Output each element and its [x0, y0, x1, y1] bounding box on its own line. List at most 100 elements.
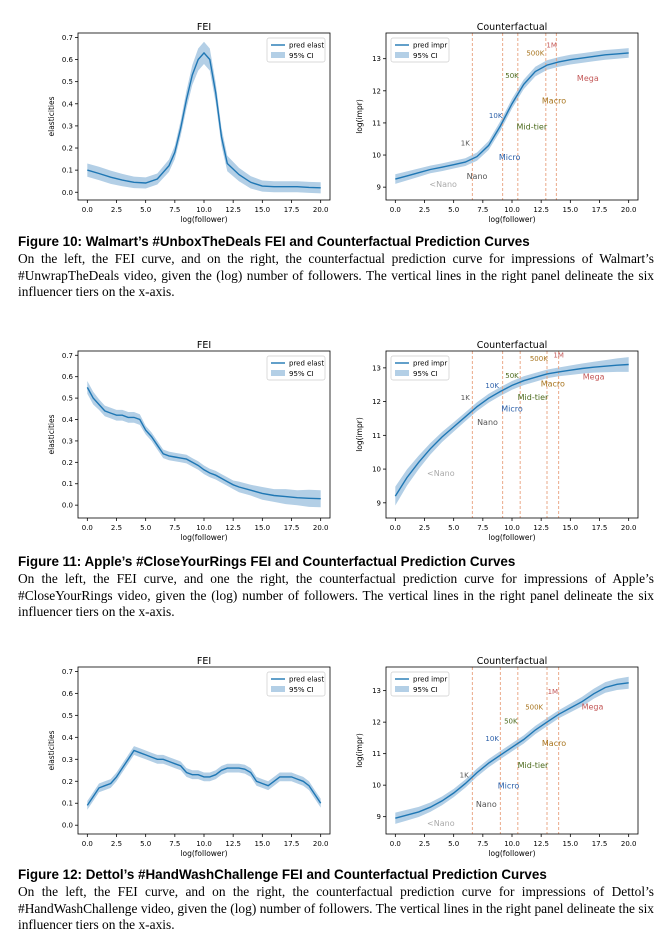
tier-marker-label: 10K	[489, 112, 503, 120]
x-tick-label: 20.0	[621, 206, 637, 214]
x-tick-label: 5.0	[140, 840, 151, 848]
x-tick-label: 7.5	[169, 840, 180, 848]
tier-marker-label: 50K	[504, 718, 518, 726]
ci-band	[87, 746, 321, 810]
x-tick-label: 2.5	[111, 524, 122, 532]
tier-label: Macro	[541, 379, 565, 388]
tier-marker-label: 50K	[505, 372, 519, 380]
tier-label: Micro	[501, 405, 523, 414]
x-tick-label: 7.5	[477, 524, 488, 532]
y-axis-label: elasticities	[47, 96, 56, 136]
y-tick-label: 11	[372, 432, 381, 440]
figure-caption-body: On the left, the FEI curve, and on the r…	[18, 884, 654, 932]
legend-band-label: 95% CI	[289, 370, 314, 378]
tier-marker-label: 50K	[505, 72, 519, 80]
x-tick-label: 0.0	[390, 840, 401, 848]
tier-label: Mega	[583, 373, 605, 382]
legend-line-label: pred impr	[413, 360, 447, 368]
tier-label: Nano	[467, 172, 488, 181]
y-axis-label: elasticities	[47, 730, 56, 770]
tier-marker-label: 500K	[530, 355, 548, 363]
prediction-line	[87, 51, 321, 189]
x-tick-label: 12.5	[533, 206, 549, 214]
x-tick-label: 17.5	[592, 840, 608, 848]
tier-label: Mid-tier	[516, 122, 547, 131]
x-tick-label: 0.0	[390, 524, 401, 532]
chart-title: FEI	[197, 340, 211, 351]
tier-marker-label: 500K	[526, 49, 544, 57]
x-tick-label: 2.5	[111, 840, 122, 848]
prediction-line	[394, 363, 629, 497]
ci-band	[87, 41, 321, 194]
x-axis-label: log(follower)	[180, 533, 227, 542]
x-tick-label: 0.0	[82, 840, 93, 848]
y-tick-label: 10	[372, 152, 381, 160]
x-tick-label: 2.5	[419, 524, 430, 532]
y-axis-label: elasticities	[47, 414, 56, 454]
x-tick-label: 12.5	[533, 840, 549, 848]
x-tick-label: 12.5	[225, 840, 241, 848]
y-tick-label: 0.1	[62, 800, 73, 808]
counterfactual-chart: Counterfactual1K10K50K500K1M<NanoNanoMic…	[355, 656, 639, 858]
legend-band-swatch	[395, 686, 409, 692]
y-tick-label: 0.0	[62, 189, 73, 197]
x-tick-label: 5.0	[448, 840, 459, 848]
y-tick-label: 0.6	[62, 690, 74, 698]
tier-marker-label: 10K	[485, 382, 499, 390]
tier-marker-label: 500K	[525, 704, 543, 712]
x-tick-label: 20.0	[313, 840, 329, 848]
y-axis-label: log(impr)	[355, 99, 364, 134]
figure-caption-body: On the left, the FEI curve, and on the r…	[18, 251, 654, 299]
tier-label: Micro	[499, 153, 521, 162]
tier-marker-label: 1M	[548, 688, 559, 696]
tier-label: Nano	[477, 418, 498, 427]
y-tick-label: 0.3	[62, 756, 73, 764]
x-tick-label: 17.5	[284, 206, 300, 214]
figure-10: FEI 0.0 2.5 5.0 7.5 10.0 12.5 15.0 17.5 20.0 0.0 0.…	[0, 0, 668, 320]
legend-band-swatch	[271, 52, 285, 58]
y-tick-label: 0.1	[62, 480, 73, 488]
y-tick-label: 0.4	[62, 100, 74, 108]
legend-line-label: pred elast	[289, 676, 324, 684]
fei-chart: FEI 0.0 2.5 5.0 7.5 10.0 12.5 15.0 17.5 20.0 0.0 0.…	[47, 340, 331, 542]
y-tick-label: 0.5	[62, 395, 73, 403]
legend-line-label: pred elast	[289, 42, 324, 50]
tier-label: Macro	[542, 97, 566, 106]
y-tick-label: 0.0	[62, 822, 73, 830]
x-tick-label: 10.0	[196, 206, 212, 214]
y-tick-label: 13	[372, 55, 381, 63]
x-tick-label: 15.0	[563, 840, 579, 848]
y-tick-label: 0.6	[62, 373, 74, 381]
x-tick-label: 12.5	[533, 524, 549, 532]
legend-line-label: pred elast	[289, 360, 324, 368]
x-tick-label: 17.5	[284, 524, 300, 532]
x-tick-label: 5.0	[448, 206, 459, 214]
y-tick-label: 0.4	[62, 416, 74, 424]
x-tick-label: 15.0	[255, 840, 271, 848]
y-tick-label: 0.7	[62, 34, 73, 42]
legend-band-label: 95% CI	[413, 370, 438, 378]
figure-11: FEI 0.0 2.5 5.0 7.5 10.0 12.5 15.0 17.5 20.0 0.0 0.…	[0, 336, 668, 646]
y-tick-label: 0.5	[62, 78, 73, 86]
figure-caption-title: Figure 11: Apple’s #CloseYourRings FEI a…	[18, 554, 516, 569]
tier-label: <Nano	[427, 819, 455, 828]
tier-label: Mega	[582, 703, 604, 712]
tier-marker-label: 1K	[460, 771, 469, 779]
figure-caption-body: On the left, the FEI curve, and one the …	[18, 571, 654, 619]
y-tick-label: 0.1	[62, 167, 73, 175]
y-tick-label: 0.3	[62, 437, 73, 445]
y-axis-label: log(impr)	[355, 417, 364, 452]
x-tick-label: 7.5	[169, 206, 180, 214]
prediction-line	[395, 52, 629, 180]
legend-band-label: 95% CI	[289, 52, 314, 60]
x-axis-label: log(follower)	[180, 215, 227, 224]
tier-marker-label: 1M	[546, 41, 557, 49]
y-axis-label: log(impr)	[355, 733, 364, 768]
x-tick-label: 17.5	[592, 206, 608, 214]
x-tick-label: 17.5	[592, 524, 608, 532]
ci-band	[395, 48, 629, 184]
y-tick-label: 11	[372, 750, 381, 758]
legend-band-swatch	[271, 686, 285, 692]
y-tick-label: 0.7	[62, 668, 73, 676]
